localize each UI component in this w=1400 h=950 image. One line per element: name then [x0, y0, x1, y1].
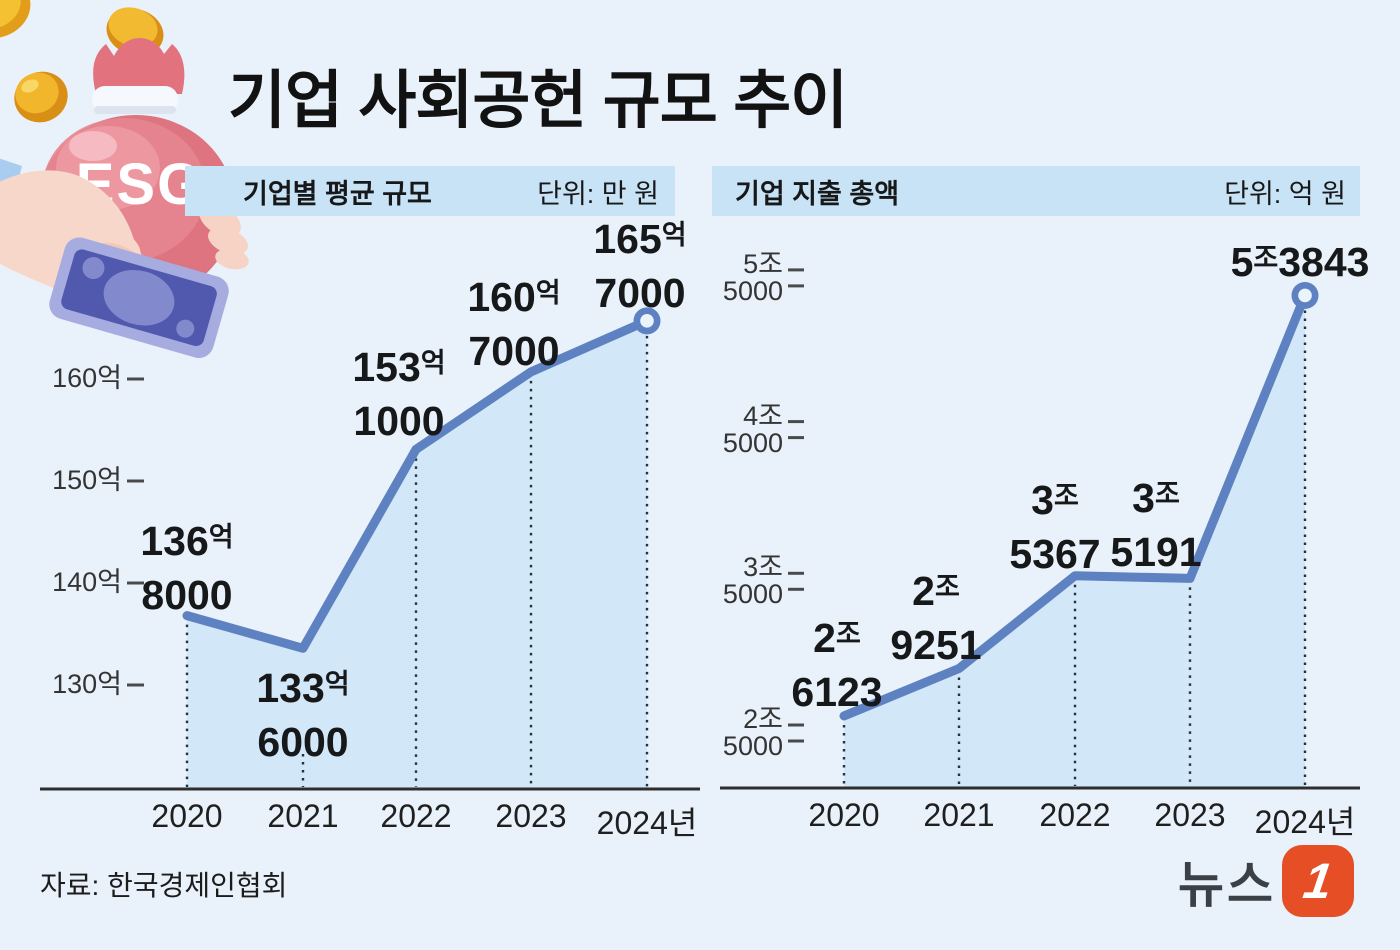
- data-point-label: 153억 1000: [352, 344, 446, 444]
- y-axis-tick-label: 2조 5000: [722, 704, 783, 761]
- area-fill: [844, 295, 1305, 788]
- x-axis-tick-label: 2023: [1154, 797, 1226, 833]
- left-chart-unit-label: 단위: 만 원: [537, 178, 659, 209]
- y-axis-tick-label: 5조 5000: [722, 248, 783, 306]
- y-axis-tick-label: 4조 5000: [722, 400, 783, 458]
- x-axis-tick-label: 2021: [923, 797, 995, 833]
- data-point-label: 165억 7000: [593, 216, 687, 316]
- y-axis-tick-label: 130억: [52, 669, 122, 699]
- esg-money-bag-illustration: ESG: [0, 0, 249, 358]
- data-point-label: 3조 5191: [1110, 475, 1202, 575]
- x-axis-tick-label: 2020: [808, 797, 880, 833]
- data-point-label: 5조3843: [1230, 239, 1370, 285]
- bag-ruffle: [93, 38, 185, 94]
- data-point-label: 160억 7000: [467, 274, 561, 374]
- point-marker: [1291, 281, 1319, 309]
- source-credit: 자료: 한국경제인협회: [40, 870, 288, 901]
- data-point-label: 136억 8000: [140, 518, 234, 618]
- x-axis-tick-label: 2020: [151, 798, 223, 834]
- data-point-label: 133억 6000: [256, 665, 350, 765]
- data-point-label: 2조 9251: [890, 568, 982, 668]
- y-axis-tick-label: 3조 5000: [722, 552, 783, 610]
- right-chart-header: 기업 지출 총액 단위: 억 원: [712, 166, 1360, 216]
- news1-badge-icon: 1: [1282, 845, 1354, 917]
- gold-coin-icon: [14, 71, 68, 123]
- x-axis-tick-label: 2023: [495, 798, 567, 834]
- news1-wordmark: 뉴스: [1178, 857, 1276, 913]
- y-axis-tick-label: 150억: [52, 465, 122, 495]
- x-axis-tick-label: 2024년: [1254, 804, 1356, 840]
- right-chart-title: 기업 지출 총액: [735, 178, 900, 209]
- gold-coin-icon: [0, 0, 31, 38]
- y-axis-tick-label: 140억: [52, 567, 122, 597]
- x-axis-tick-label: 2024년: [596, 805, 698, 841]
- x-axis-tick-label: 2022: [380, 798, 452, 834]
- point-marker-core: [640, 314, 654, 328]
- x-axis-tick-label: 2022: [1039, 797, 1111, 833]
- data-point-label: 2조 6123: [791, 615, 883, 715]
- x-axis-tick-label: 2021: [267, 798, 339, 834]
- series-line: [839, 290, 1310, 721]
- news1-badge-digit: 1: [1300, 853, 1336, 909]
- bag-band-shadow: [94, 106, 176, 114]
- data-point-label: 3조 5367: [1009, 477, 1101, 577]
- left-chart-header: 기업별 평균 규모 단위: 만 원: [185, 166, 675, 216]
- right-chart-unit-label: 단위: 억 원: [1224, 178, 1346, 209]
- news1-logo: 뉴스 1: [1178, 842, 1354, 920]
- left-chart-title: 기업별 평균 규모: [243, 178, 432, 209]
- point-marker: [633, 307, 661, 335]
- point-marker-core: [1298, 288, 1312, 303]
- page-title: 기업 사회공헌 규모 추이: [228, 66, 848, 136]
